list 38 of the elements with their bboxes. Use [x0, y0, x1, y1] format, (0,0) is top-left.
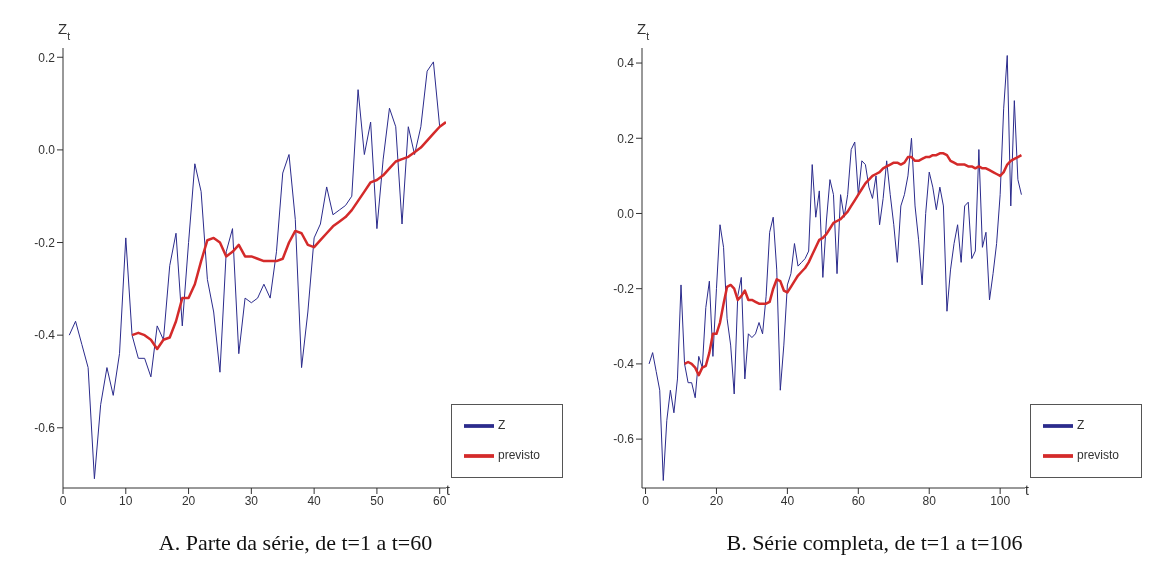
y-axis-title: Z$_{t}$	[637, 20, 650, 42]
line-series	[130, 120, 446, 351]
legend-label: Z	[497, 418, 506, 433]
x-tick-label: 60	[851, 493, 866, 508]
x-tick-label: 0	[59, 493, 67, 508]
y-tick-label: -0.4	[34, 328, 56, 343]
x-axis-title: t	[445, 481, 450, 498]
y-tick-label: 0.2	[38, 50, 56, 65]
x-tick-label: 10	[119, 493, 133, 508]
y-tick-label: -0.2	[34, 235, 56, 250]
x-tick-label: 50	[370, 493, 384, 508]
line-series	[648, 55, 1022, 481]
legend-label: previsto	[1076, 448, 1119, 463]
x-tick-label: 40	[780, 493, 795, 508]
line-series	[683, 152, 1023, 377]
y-axis-title: Z$_{t}$	[58, 20, 71, 42]
y-tick-label: 0.0	[38, 143, 56, 158]
x-tick-label: 80	[922, 493, 937, 508]
legend-label: Z	[1076, 418, 1085, 433]
y-tick-label: -0.6	[34, 421, 56, 436]
y-tick-label: -0.4	[613, 357, 635, 372]
y-tick-label: -0.2	[613, 281, 635, 296]
y-tick-label: 0.0	[617, 206, 635, 221]
text: A. Parte da série, de t=1 a t=60	[157, 530, 434, 556]
line-series	[68, 61, 441, 480]
x-tick-label: 100	[990, 493, 1011, 508]
y-tick-label: -0.6	[613, 432, 635, 447]
text: B. Série completa, de t=1 a t=106	[725, 530, 1024, 556]
x-tick-label: 30	[244, 493, 259, 508]
x-tick-label: 40	[307, 493, 322, 508]
x-tick-label: 20	[181, 493, 196, 508]
x-tick-label: 0	[642, 493, 650, 508]
y-tick-label: 0.2	[617, 131, 635, 146]
x-axis-title: t	[1024, 481, 1029, 498]
x-tick-label: 20	[709, 493, 724, 508]
legend-label: previsto	[497, 448, 540, 463]
x-tick-label: 60	[433, 493, 447, 508]
y-tick-label: 0.4	[617, 56, 635, 71]
